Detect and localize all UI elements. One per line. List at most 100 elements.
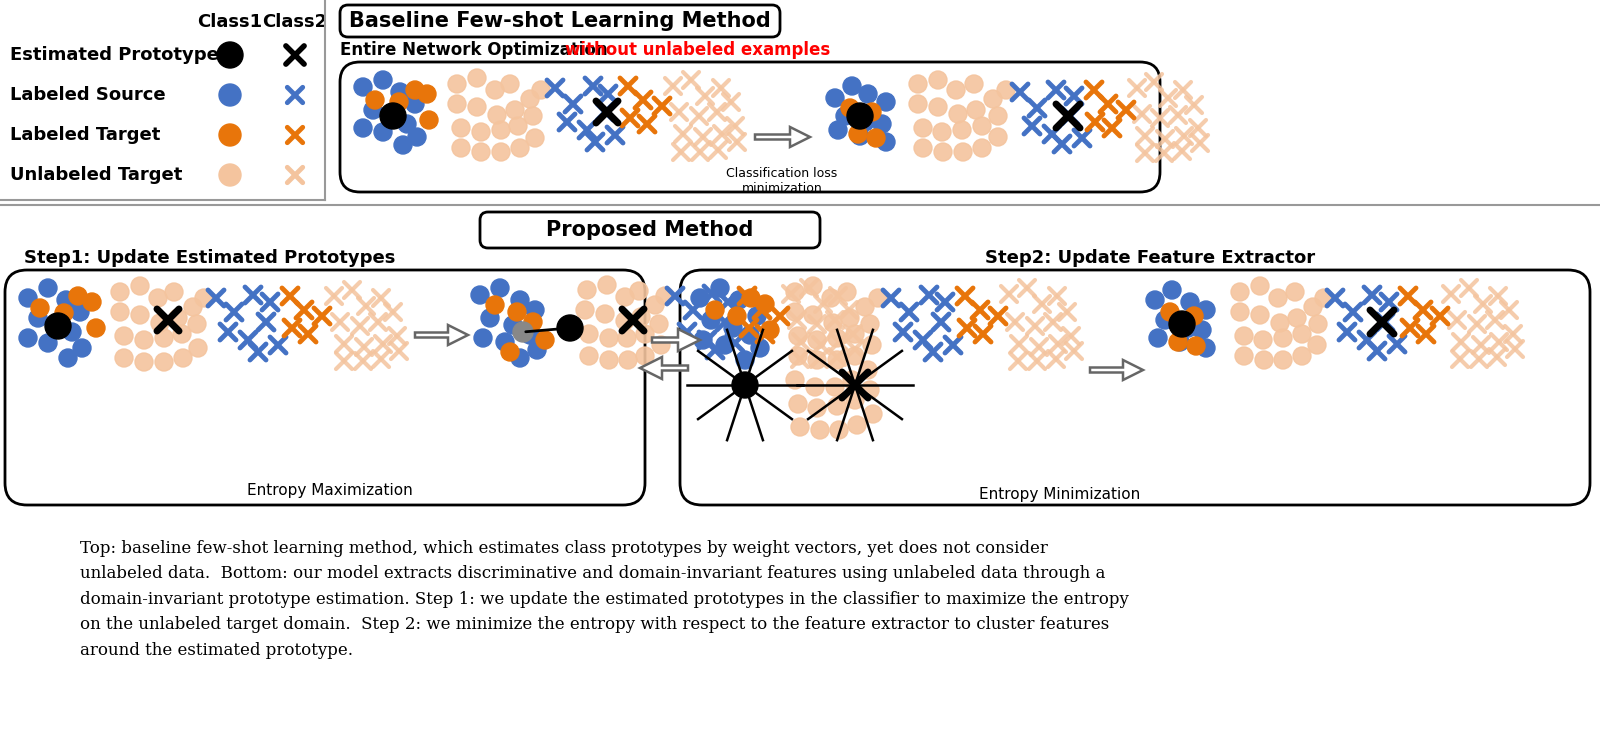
Circle shape — [525, 107, 542, 125]
FancyBboxPatch shape — [680, 270, 1590, 505]
Circle shape — [354, 119, 371, 137]
Circle shape — [453, 119, 470, 137]
Circle shape — [510, 139, 530, 157]
Circle shape — [525, 313, 542, 331]
Circle shape — [789, 347, 806, 365]
Circle shape — [805, 277, 822, 295]
Circle shape — [1197, 301, 1214, 319]
Circle shape — [947, 81, 965, 99]
Circle shape — [934, 143, 952, 161]
Polygon shape — [653, 329, 701, 351]
Circle shape — [470, 286, 490, 304]
Circle shape — [115, 349, 133, 367]
Circle shape — [842, 99, 859, 117]
Circle shape — [1251, 306, 1269, 324]
Circle shape — [134, 331, 154, 349]
Circle shape — [506, 101, 525, 119]
Circle shape — [630, 282, 648, 300]
Circle shape — [1186, 307, 1203, 325]
Circle shape — [522, 326, 539, 344]
Circle shape — [1162, 303, 1179, 321]
Circle shape — [1179, 319, 1197, 337]
Circle shape — [491, 279, 509, 297]
Circle shape — [59, 349, 77, 367]
Circle shape — [472, 143, 490, 161]
Circle shape — [19, 289, 37, 307]
Circle shape — [1235, 327, 1253, 345]
Circle shape — [653, 336, 670, 354]
Circle shape — [822, 289, 840, 307]
Circle shape — [110, 303, 130, 321]
Circle shape — [486, 81, 504, 99]
Circle shape — [218, 42, 243, 68]
Circle shape — [578, 281, 595, 299]
Circle shape — [1304, 298, 1322, 316]
Circle shape — [829, 121, 846, 139]
Circle shape — [829, 351, 846, 369]
Circle shape — [1235, 347, 1253, 365]
Circle shape — [70, 303, 90, 321]
Text: Entire Network Optimization: Entire Network Optimization — [339, 41, 613, 59]
Circle shape — [1286, 283, 1304, 301]
Circle shape — [984, 90, 1002, 108]
Circle shape — [509, 117, 526, 135]
Circle shape — [366, 91, 384, 109]
Circle shape — [805, 306, 822, 324]
Circle shape — [869, 289, 886, 307]
Circle shape — [618, 329, 637, 347]
Circle shape — [835, 107, 854, 125]
Circle shape — [472, 123, 490, 141]
Circle shape — [418, 85, 435, 103]
Circle shape — [909, 95, 926, 113]
Text: without unlabeled examples: without unlabeled examples — [565, 41, 830, 59]
Circle shape — [877, 133, 894, 151]
Circle shape — [838, 283, 856, 301]
Circle shape — [1274, 351, 1293, 369]
Circle shape — [528, 341, 546, 359]
Text: Labeled Source: Labeled Source — [10, 86, 166, 104]
Circle shape — [365, 101, 382, 119]
Circle shape — [1251, 277, 1269, 295]
Circle shape — [954, 121, 971, 139]
Circle shape — [406, 95, 424, 113]
Circle shape — [69, 287, 86, 305]
Circle shape — [702, 311, 720, 329]
Circle shape — [741, 326, 758, 344]
Circle shape — [390, 93, 408, 111]
Circle shape — [965, 75, 982, 93]
Circle shape — [374, 123, 392, 141]
Circle shape — [189, 315, 206, 333]
Circle shape — [830, 421, 848, 439]
Circle shape — [155, 353, 173, 371]
Circle shape — [789, 327, 806, 345]
FancyBboxPatch shape — [480, 212, 819, 248]
Text: Estimated Prototypes: Estimated Prototypes — [10, 46, 229, 64]
Circle shape — [762, 321, 779, 339]
Circle shape — [522, 90, 539, 108]
Circle shape — [595, 305, 614, 323]
Text: Top: baseline few-shot learning method, which estimates class prototypes by weig: Top: baseline few-shot learning method, … — [80, 540, 1130, 659]
Circle shape — [219, 84, 242, 106]
Circle shape — [874, 115, 891, 133]
FancyBboxPatch shape — [5, 270, 645, 505]
Circle shape — [750, 339, 770, 357]
Circle shape — [851, 127, 869, 145]
Circle shape — [808, 331, 826, 349]
Circle shape — [850, 125, 867, 143]
Circle shape — [189, 339, 206, 357]
Text: Class2: Class2 — [262, 13, 328, 31]
Circle shape — [867, 129, 885, 147]
Circle shape — [749, 307, 766, 325]
Circle shape — [386, 107, 403, 125]
Circle shape — [86, 319, 106, 337]
Circle shape — [966, 101, 986, 119]
Circle shape — [131, 277, 149, 295]
Circle shape — [846, 347, 864, 365]
Circle shape — [616, 312, 634, 330]
Circle shape — [1293, 325, 1310, 343]
Circle shape — [501, 343, 518, 361]
Circle shape — [579, 347, 598, 365]
Circle shape — [1181, 293, 1198, 311]
Circle shape — [600, 329, 618, 347]
Circle shape — [1155, 311, 1174, 329]
